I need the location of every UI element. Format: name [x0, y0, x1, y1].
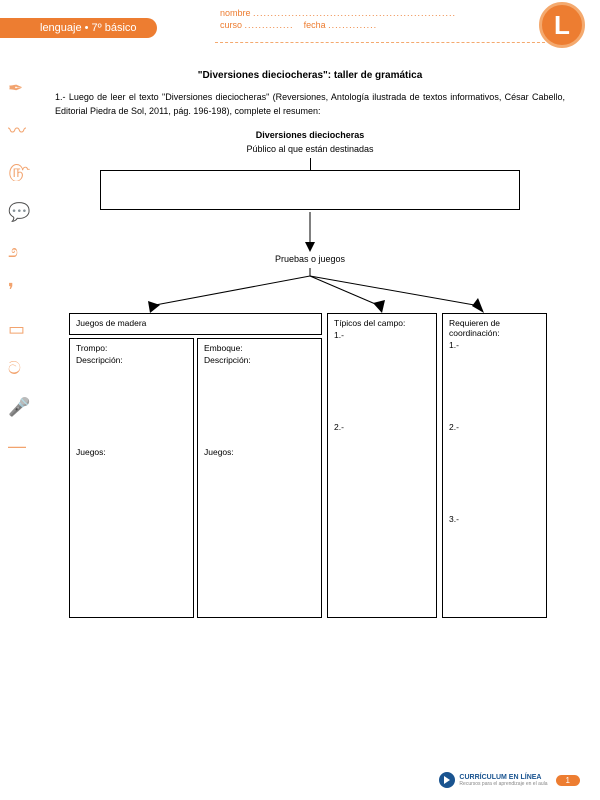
tipicos-header: Típicos del campo:: [334, 318, 430, 328]
course-blank: ..............: [245, 20, 294, 30]
emboque-label: Emboque:: [204, 343, 315, 353]
page-footer: CURRÍCULUM EN LÍNEA Recursos para el apr…: [439, 772, 580, 788]
worksheet-header: lenguaje • 7º básico nombre ............…: [0, 0, 600, 50]
pruebas-label: Pruebas o juegos: [55, 254, 565, 264]
arrow-down: [55, 212, 565, 252]
requieren-2: 2.-: [449, 422, 540, 432]
name-label: nombre: [220, 8, 251, 18]
requieren-1: 1.-: [449, 340, 540, 350]
mic-icon: 🎤: [8, 397, 40, 418]
subject-badge: L: [539, 2, 585, 48]
comma-icon: ❜: [8, 280, 40, 301]
decorative-margin: ✒ 〰 ௹ 💬 ೨ ❜ ▭ ට 🎤 —: [0, 60, 40, 760]
play-icon: [439, 772, 455, 788]
trompo-desc-label: Descripción:: [76, 355, 187, 365]
brand-logo: CURRÍCULUM EN LÍNEA Recursos para el apr…: [439, 772, 547, 788]
brand-sub: Recursos para el aprendizaje en el aula: [459, 781, 547, 787]
worksheet-content: "Diversiones dieciocheras": taller de gr…: [55, 70, 565, 618]
trompo-label: Trompo:: [76, 343, 187, 353]
emboque-juegos-label: Juegos:: [204, 447, 315, 457]
madera-header: Juegos de madera: [69, 313, 322, 335]
tipicos-2: 2.-: [334, 422, 430, 432]
tipicos-1: 1.-: [334, 330, 430, 340]
feather-icon: ✒: [8, 78, 40, 99]
subject-tab: lenguaje • 7º básico: [0, 18, 157, 38]
audience-label: Público al que están destinadas: [55, 144, 565, 154]
date-label: fecha: [304, 20, 326, 30]
scribble-icon: ௹: [8, 161, 40, 184]
branching-arrows: [100, 268, 520, 313]
curl-icon: ೨: [8, 241, 40, 262]
page-title: "Diversiones dieciocheras": taller de gr…: [55, 70, 565, 81]
tipicos-box[interactable]: Típicos del campo: 1.- 2.-: [327, 313, 437, 618]
madera-column: Juegos de madera Trompo: Descripción: Ju…: [69, 313, 322, 618]
swirl-icon: 〰: [8, 117, 40, 143]
emboque-box[interactable]: Emboque: Descripción: Juegos:: [197, 338, 322, 618]
date-blank: ..............: [328, 20, 377, 30]
tipicos-column: Típicos del campo: 1.- 2.-: [327, 313, 437, 618]
connector-line: [310, 158, 311, 170]
categories-row: Juegos de madera Trompo: Descripción: Ju…: [69, 313, 551, 618]
loop-icon: ට: [8, 358, 40, 379]
student-fields: nombre .................................…: [220, 8, 456, 32]
requieren-box[interactable]: Requieren de coordinación: 1.- 2.- 3.-: [442, 313, 547, 618]
page-number: 1: [556, 775, 580, 786]
answer-box-top[interactable]: [100, 170, 520, 210]
requieren-header: Requieren de coordinación:: [449, 318, 540, 338]
name-blank: ........................................…: [253, 8, 456, 18]
header-divider: [215, 42, 545, 43]
speech-icon: 💬: [8, 202, 40, 223]
trompo-juegos-label: Juegos:: [76, 447, 187, 457]
trompo-box[interactable]: Trompo: Descripción: Juegos:: [69, 338, 194, 618]
instruction-text: 1.- Luego de leer el texto "Diversiones …: [55, 91, 565, 118]
brand-text: CURRÍCULUM EN LÍNEA: [459, 774, 547, 781]
requieren-column: Requieren de coordinación: 1.- 2.- 3.-: [442, 313, 547, 618]
dash-icon: —: [8, 436, 40, 457]
course-label: curso: [220, 20, 242, 30]
diagram-title: Diversiones dieciocheras: [55, 130, 565, 140]
requieren-3: 3.-: [449, 514, 540, 524]
emboque-desc-label: Descripción:: [204, 355, 315, 365]
book-icon: ▭: [8, 319, 40, 340]
